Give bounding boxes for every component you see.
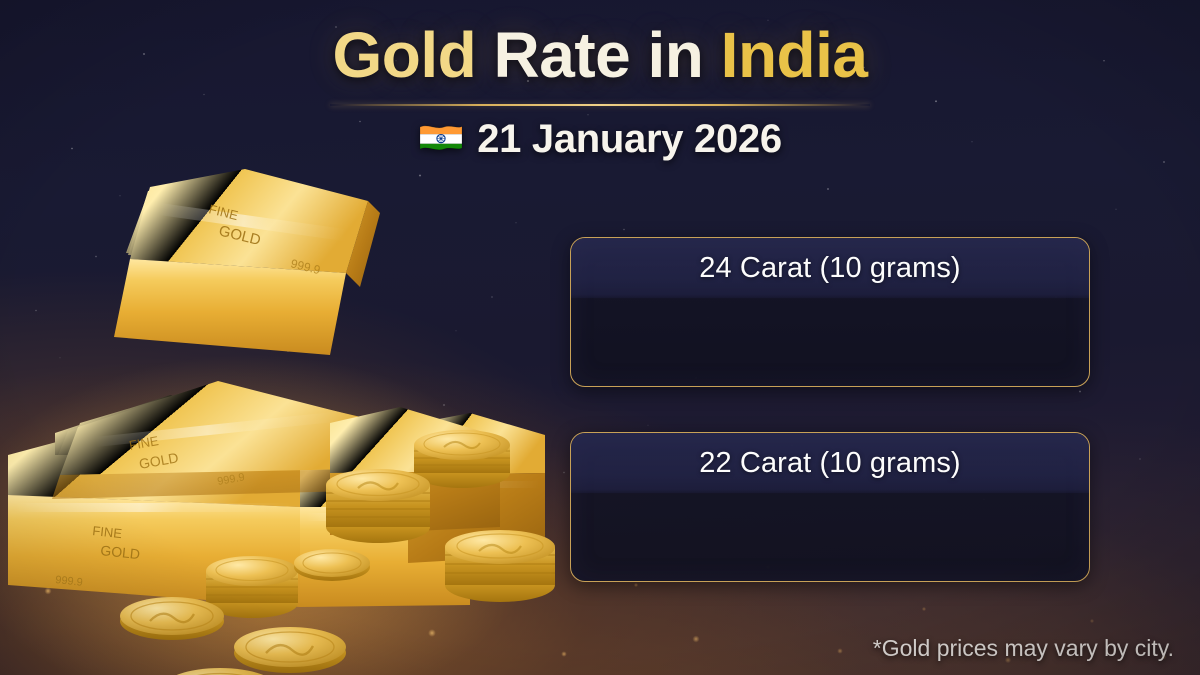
loose-coin-b bbox=[234, 627, 346, 673]
rate-card-title: 24 Carat (10 grams) bbox=[699, 251, 961, 284]
rate-card-24-carat[interactable]: 24 Carat (10 grams) bbox=[570, 237, 1090, 387]
header-block: Gold Rate in India bbox=[0, 19, 1200, 162]
loose-coin-d bbox=[294, 549, 370, 581]
gold-divider bbox=[330, 103, 870, 106]
coin-stack-center bbox=[326, 469, 430, 543]
rate-card-title: 22 Carat (10 grams) bbox=[699, 446, 961, 479]
page-title: Gold Rate in India bbox=[0, 19, 1200, 91]
rate-card-header: 22 Carat (10 grams) bbox=[571, 433, 1089, 493]
svg-text:FINE: FINE bbox=[92, 523, 123, 541]
price-disclaimer: *Gold prices may vary by city. bbox=[872, 635, 1174, 661]
title-word-gold: Gold bbox=[332, 19, 477, 91]
gold-bars-and-coins-illustration: FINE GOLD 999.9 FINE bbox=[0, 169, 555, 675]
date-line: 21 January 2026 bbox=[0, 117, 1200, 162]
coin-stack-right-low bbox=[445, 530, 555, 602]
gold-bar-top: FINE GOLD 999.9 bbox=[114, 169, 380, 355]
rate-card-22-carat[interactable]: 22 Carat (10 grams) bbox=[570, 432, 1090, 582]
india-flag-icon bbox=[419, 125, 463, 151]
rate-card-header: 24 Carat (10 grams) bbox=[571, 238, 1089, 298]
rate-cards-container: 24 Carat (10 grams) 22 Carat (10 grams) bbox=[570, 237, 1090, 582]
rate-card-value bbox=[571, 493, 1089, 581]
coin-stack-tall-right bbox=[414, 430, 510, 488]
title-word-rate-in: Rate in bbox=[493, 19, 704, 91]
date-text: 21 January 2026 bbox=[477, 116, 782, 161]
title-word-india: India bbox=[720, 19, 868, 91]
rate-card-value bbox=[571, 298, 1089, 386]
loose-coin-a bbox=[120, 597, 224, 640]
